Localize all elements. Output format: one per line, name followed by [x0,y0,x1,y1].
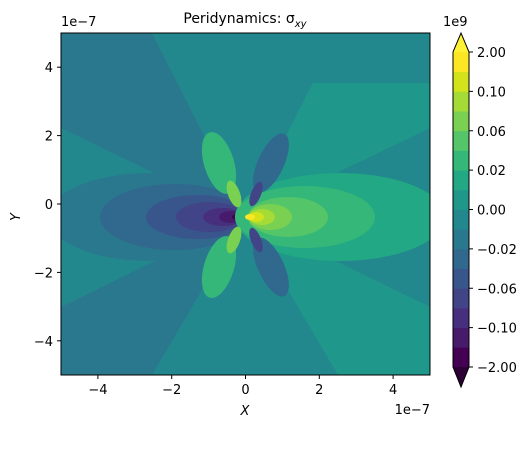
colorbar-extend-over [453,33,469,52]
colorbar: −2.00 −0.10 −0.06 −0.02 0.00 0.02 0.06 0.10 2.00 [452,31,517,389]
colorbar-band [453,248,469,269]
colorbar-band [453,91,469,112]
petal-lower-left-inner [226,226,242,254]
petal-upper-left-outer [201,132,237,194]
colorbar-band [453,209,469,230]
x-tick-label: 2 [315,383,323,398]
y-tick-label: −4 [34,335,53,350]
petal-lower-right-inner [249,227,263,253]
y-tick-label: −2 [34,266,53,281]
colorbar-band [453,130,469,151]
title-subscript: xy [294,19,308,30]
colorbar-band [453,52,469,73]
y-offset-label: 1e−7 [61,15,96,30]
colorbar-band [453,229,469,250]
colorbar-offset-label: 1e9 [443,15,468,30]
colorbar-tick-label: −2.00 [477,361,517,376]
contour-plot-area [61,33,430,375]
x-tick-label: −2 [162,383,181,398]
y-tick-label: 4 [45,61,53,76]
colorbar-band [453,170,469,191]
y-tick-label: 2 [45,130,53,145]
y-axis: −4 −2 0 2 4 [34,61,61,350]
petal-upper-right-inner [249,181,263,207]
x-tick-label: 0 [241,383,249,398]
colorbar-band [453,111,469,132]
colorbar-tick-label: 0.02 [477,164,506,179]
colorbar-band [453,327,469,348]
colorbar-band [453,347,469,368]
colorbar-tick-label: −0.10 [477,322,517,337]
colorbar-extend-under [453,367,469,387]
colorbar-tick-label: 2.00 [477,46,506,61]
wedge-upper-left [61,33,245,217]
colorbar-band [453,189,469,210]
y-axis-label: Y [9,212,24,221]
petal-lower-right-outer [253,237,289,297]
x-axis-label: X [240,404,251,419]
wedge-lower-left [61,217,245,375]
colorbar-tick-label: 0.06 [477,125,506,140]
x-offset-label: 1e−7 [395,403,430,418]
x-axis: −4 −2 0 2 4 [88,375,397,398]
colorbar-band [453,307,469,329]
colorbar-band [453,150,469,171]
x-tick-label: 4 [389,383,397,398]
chart-title: Peridynamics: σxy [183,11,307,30]
colorbar-tick-label: 0.00 [477,204,506,219]
colorbar-band [453,71,469,92]
lobe-right-core [245,214,255,220]
wedge-lower-right [245,217,430,375]
y-tick-label: 0 [45,198,53,213]
colorbar-band [453,268,469,289]
petal-upper-right-outer [253,133,289,193]
half-plane-upper-right [245,33,430,83]
colorbar-tick-label: −0.06 [477,282,517,297]
colorbar-band [453,288,469,309]
x-tick-label: −4 [88,383,107,398]
petal-upper-left-inner [226,180,242,208]
colorbar-tick-label: 0.10 [477,85,506,100]
colorbar-tick-label: −0.02 [477,243,517,258]
